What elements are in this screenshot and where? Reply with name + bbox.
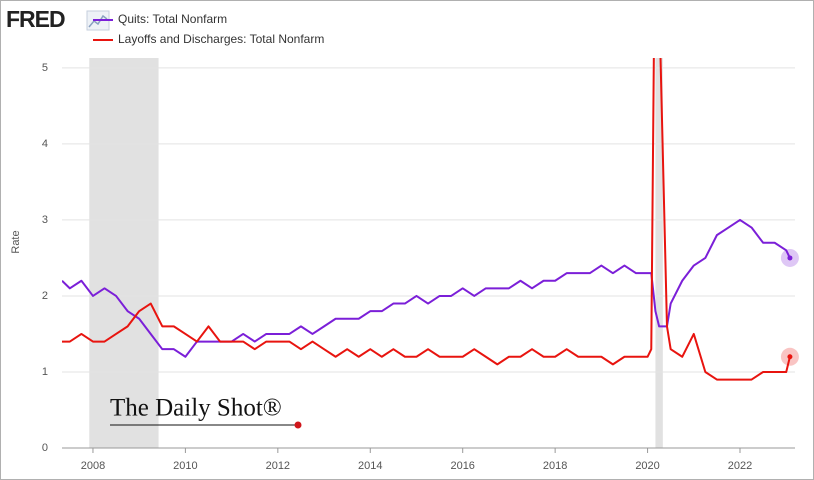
y-tick-label: 3 bbox=[42, 214, 48, 226]
x-tick-label: 2014 bbox=[358, 460, 382, 472]
y-tick-label: 2 bbox=[42, 290, 48, 302]
x-tick-label: 2018 bbox=[543, 460, 567, 472]
logo: FRED bbox=[6, 6, 65, 32]
legend-label: Quits: Total Nonfarm bbox=[118, 12, 227, 26]
series-line bbox=[62, 58, 791, 381]
legend-label: Layoffs and Discharges: Total Nonfarm bbox=[118, 32, 324, 46]
end-marker bbox=[787, 354, 793, 360]
y-tick-label: 5 bbox=[42, 62, 48, 74]
y-tick-label: 1 bbox=[42, 366, 48, 378]
x-tick-label: 2016 bbox=[450, 460, 474, 472]
x-tick-label: 2010 bbox=[173, 460, 197, 472]
y-axis-label: Rate bbox=[10, 230, 22, 253]
recession-band bbox=[655, 58, 663, 448]
x-tick-label: 2020 bbox=[635, 460, 659, 472]
x-tick-label: 2008 bbox=[81, 460, 105, 472]
y-tick-label: 0 bbox=[42, 442, 48, 454]
series-line bbox=[62, 218, 791, 358]
watermark-text: The Daily Shot® bbox=[110, 395, 282, 422]
watermark: The Daily Shot® bbox=[110, 395, 302, 429]
recession-band bbox=[89, 58, 159, 448]
y-tick-label: 4 bbox=[42, 138, 48, 150]
end-marker bbox=[787, 255, 793, 261]
x-tick-label: 2022 bbox=[728, 460, 752, 472]
x-tick-label: 2012 bbox=[266, 460, 290, 472]
